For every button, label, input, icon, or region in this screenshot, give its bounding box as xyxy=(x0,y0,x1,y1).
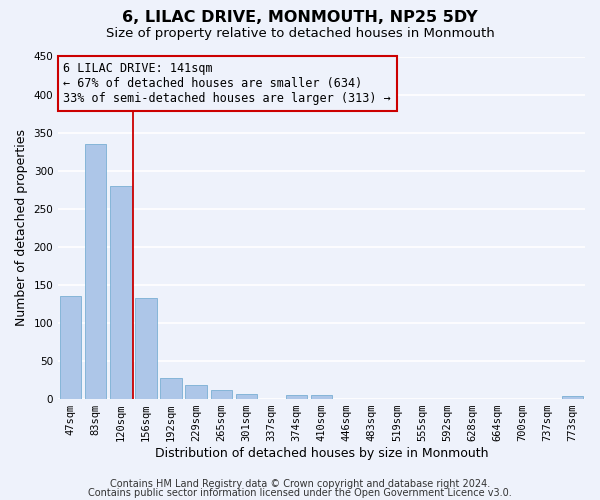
Y-axis label: Number of detached properties: Number of detached properties xyxy=(15,130,28,326)
Bar xyxy=(185,386,207,399)
X-axis label: Distribution of detached houses by size in Monmouth: Distribution of detached houses by size … xyxy=(155,447,488,460)
Bar xyxy=(160,378,182,399)
Bar xyxy=(211,390,232,399)
Text: Contains public sector information licensed under the Open Government Licence v3: Contains public sector information licen… xyxy=(88,488,512,498)
Bar xyxy=(236,394,257,399)
Bar xyxy=(286,394,307,399)
Bar xyxy=(136,298,157,399)
Bar xyxy=(85,144,106,399)
Text: Size of property relative to detached houses in Monmouth: Size of property relative to detached ho… xyxy=(106,28,494,40)
Bar xyxy=(110,186,131,399)
Text: Contains HM Land Registry data © Crown copyright and database right 2024.: Contains HM Land Registry data © Crown c… xyxy=(110,479,490,489)
Bar xyxy=(311,396,332,399)
Bar xyxy=(60,296,82,399)
Text: 6 LILAC DRIVE: 141sqm
← 67% of detached houses are smaller (634)
33% of semi-det: 6 LILAC DRIVE: 141sqm ← 67% of detached … xyxy=(64,62,391,104)
Bar xyxy=(562,396,583,399)
Text: 6, LILAC DRIVE, MONMOUTH, NP25 5DY: 6, LILAC DRIVE, MONMOUTH, NP25 5DY xyxy=(122,10,478,25)
